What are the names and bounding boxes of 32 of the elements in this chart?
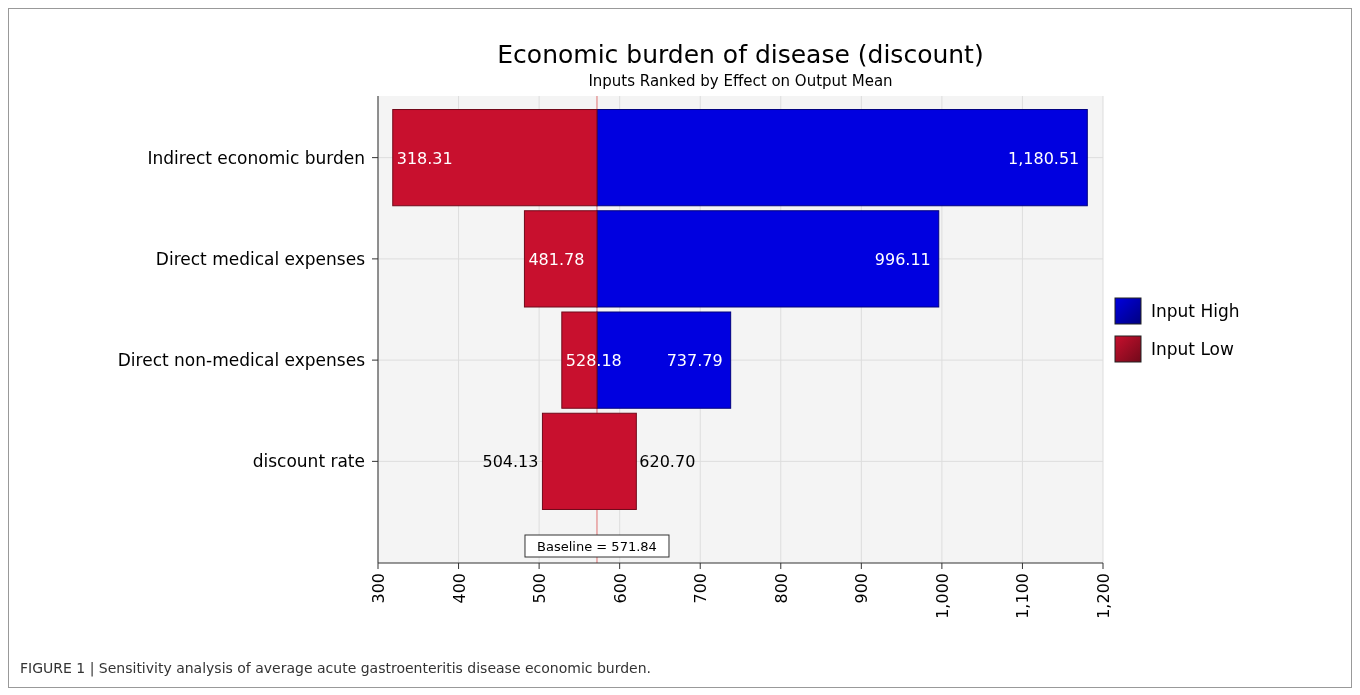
x-tick-label: 1,100: [1013, 573, 1033, 619]
x-tick-label: 300: [369, 573, 388, 604]
ref-line-label: Baseline = 571.84: [537, 539, 657, 554]
annotation: 481.78: [528, 249, 585, 269]
legend-label: Input High: [1151, 301, 1240, 321]
bar: [523, 210, 598, 308]
annotation: 1,180.51: [1008, 148, 1080, 168]
annotation: 504.13: [482, 452, 539, 472]
x-tick-label: 1,200: [1094, 573, 1113, 619]
x-tick-label: 900: [852, 573, 872, 604]
annotation: 318.31: [396, 148, 453, 168]
y-tick-label: Direct non-medical expenses: [117, 350, 366, 371]
caption: FIGURE 1 | Sensitivity analysis of average acute gastroenteritis disease economic burden.: [20, 660, 652, 677]
x-tick-label: 400: [449, 573, 469, 604]
annotation: 620.70: [639, 452, 696, 472]
x-tick-label: 800: [771, 573, 791, 604]
y-tick-label: Direct medical expenses: [155, 248, 366, 269]
bar: [596, 210, 940, 308]
bar: [392, 109, 598, 207]
y-tick-label: Indirect economic burden: [147, 147, 365, 168]
annotation: 737.79: [666, 351, 723, 371]
legend-label: Input Low: [1151, 339, 1234, 359]
x-tick-label: 1,000: [932, 573, 952, 619]
bar: [541, 412, 637, 510]
chart-subtitle: Inputs Ranked by Effect on Output Mean: [588, 72, 893, 90]
chart-title: Economic burden of disease (discount): [497, 40, 984, 69]
x-tick-label: 700: [691, 573, 711, 604]
y-tick-label: discount rate: [252, 451, 365, 472]
x-tick-label: 600: [610, 573, 630, 604]
annotation: 996.11: [874, 249, 931, 269]
bar: [596, 109, 1088, 207]
x-tick-label: 500: [530, 573, 550, 604]
